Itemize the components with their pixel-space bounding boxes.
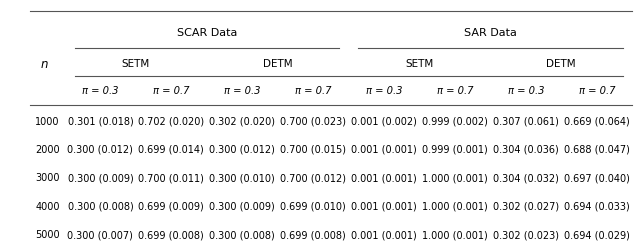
Text: 1.000 (0.001): 1.000 (0.001) [422,230,488,240]
Text: 0.300 (0.007): 0.300 (0.007) [67,230,133,240]
Text: 0.304 (0.036): 0.304 (0.036) [493,145,559,155]
Text: 5000: 5000 [35,230,60,240]
Text: 0.304 (0.032): 0.304 (0.032) [493,173,559,183]
Text: π = 0.7: π = 0.7 [436,86,473,96]
Text: 0.301 (0.018): 0.301 (0.018) [68,117,133,127]
Text: 0.694 (0.029): 0.694 (0.029) [564,230,630,240]
Text: 3000: 3000 [35,173,60,183]
Text: π = 0.7: π = 0.7 [153,86,189,96]
Text: 0.001 (0.001): 0.001 (0.001) [351,145,417,155]
Text: 0.699 (0.008): 0.699 (0.008) [280,230,346,240]
Text: 0.300 (0.008): 0.300 (0.008) [68,202,133,212]
Text: SETM: SETM [405,59,434,69]
Text: 0.700 (0.012): 0.700 (0.012) [280,173,346,183]
Text: 0.001 (0.001): 0.001 (0.001) [351,230,417,240]
Text: π = 0.3: π = 0.3 [82,86,118,96]
Text: n: n [40,58,48,71]
Text: π = 0.3: π = 0.3 [366,86,403,96]
Text: π = 0.7: π = 0.7 [579,86,615,96]
Text: 0.300 (0.009): 0.300 (0.009) [68,173,133,183]
Text: 1000: 1000 [35,117,60,127]
Text: 0.699 (0.010): 0.699 (0.010) [280,202,346,212]
Text: 0.302 (0.020): 0.302 (0.020) [209,117,275,127]
Text: 0.302 (0.027): 0.302 (0.027) [493,202,559,212]
Text: 0.700 (0.015): 0.700 (0.015) [280,145,346,155]
Text: π = 0.7: π = 0.7 [295,86,332,96]
Text: 0.300 (0.008): 0.300 (0.008) [209,230,275,240]
Text: SCAR Data: SCAR Data [177,28,237,38]
Text: 0.001 (0.001): 0.001 (0.001) [351,202,417,212]
Text: 0.699 (0.014): 0.699 (0.014) [138,145,204,155]
Text: 1.000 (0.001): 1.000 (0.001) [422,202,488,212]
Text: SAR Data: SAR Data [464,28,517,38]
Text: 4000: 4000 [35,202,60,212]
Text: 0.999 (0.002): 0.999 (0.002) [422,117,488,127]
Text: π = 0.3: π = 0.3 [508,86,544,96]
Text: 0.300 (0.012): 0.300 (0.012) [209,145,275,155]
Text: 0.307 (0.061): 0.307 (0.061) [493,117,559,127]
Text: 0.669 (0.064): 0.669 (0.064) [564,117,630,127]
Text: SETM: SETM [122,59,150,69]
Text: 0.699 (0.009): 0.699 (0.009) [138,202,204,212]
Text: 0.694 (0.033): 0.694 (0.033) [564,202,630,212]
Text: 2000: 2000 [35,145,60,155]
Text: 0.702 (0.020): 0.702 (0.020) [138,117,204,127]
Text: 0.300 (0.010): 0.300 (0.010) [209,173,275,183]
Text: 0.001 (0.002): 0.001 (0.002) [351,117,417,127]
Text: 0.001 (0.001): 0.001 (0.001) [351,173,417,183]
Text: 0.688 (0.047): 0.688 (0.047) [564,145,630,155]
Text: 0.697 (0.040): 0.697 (0.040) [564,173,630,183]
Text: 0.700 (0.023): 0.700 (0.023) [280,117,346,127]
Text: 0.699 (0.008): 0.699 (0.008) [138,230,204,240]
Text: 0.300 (0.012): 0.300 (0.012) [67,145,133,155]
Text: 1.000 (0.001): 1.000 (0.001) [422,173,488,183]
Text: 0.300 (0.009): 0.300 (0.009) [209,202,275,212]
Text: 0.700 (0.011): 0.700 (0.011) [138,173,204,183]
Text: DETM: DETM [263,59,292,69]
Text: 0.302 (0.023): 0.302 (0.023) [493,230,559,240]
Text: 0.999 (0.001): 0.999 (0.001) [422,145,488,155]
Text: π = 0.3: π = 0.3 [224,86,260,96]
Text: DETM: DETM [547,59,576,69]
